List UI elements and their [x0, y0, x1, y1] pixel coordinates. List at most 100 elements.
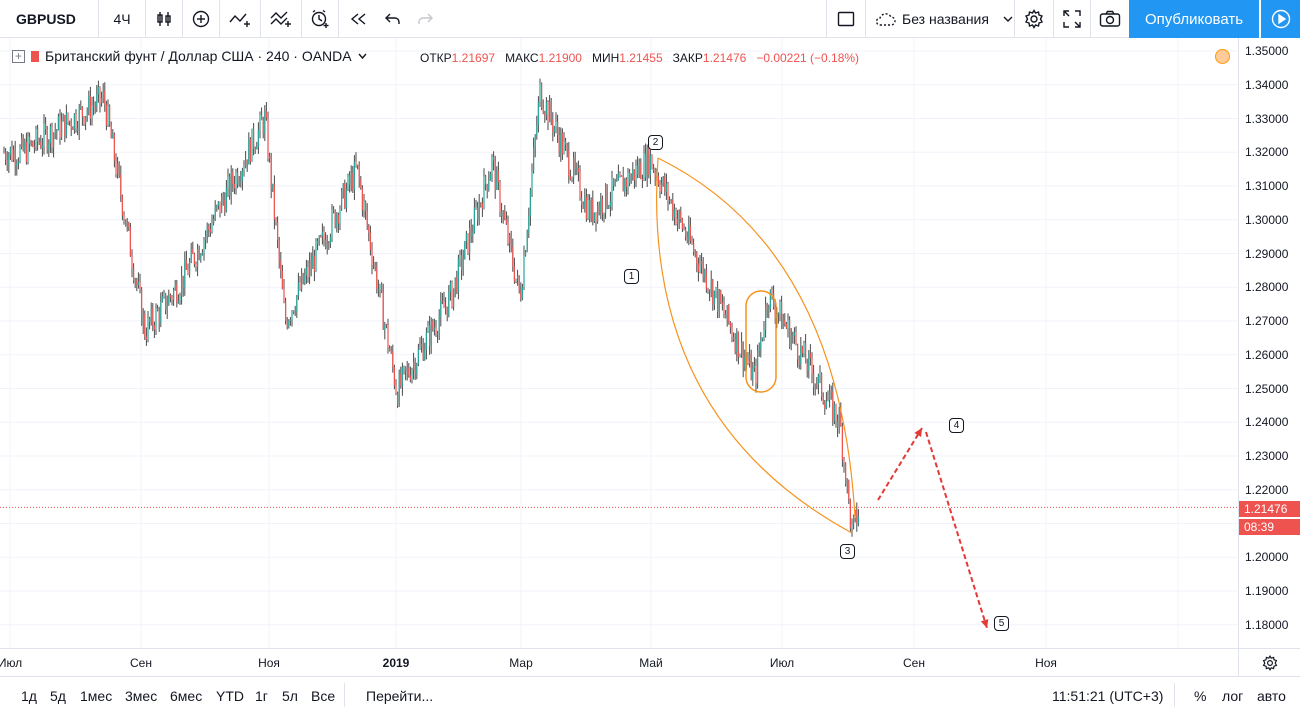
indicators-icon[interactable] — [261, 0, 301, 38]
candle-body — [744, 357, 746, 368]
alert-indicator-icon[interactable] — [1215, 49, 1230, 64]
redo-icon[interactable] — [409, 0, 441, 38]
candle-body — [157, 308, 159, 311]
undo-icon[interactable] — [377, 0, 409, 38]
candle-body — [702, 260, 704, 278]
candle-body — [686, 237, 688, 240]
compare-icon[interactable] — [220, 0, 260, 38]
gear-icon[interactable] — [1015, 0, 1053, 38]
candle-body — [571, 177, 573, 180]
candle-body — [299, 282, 301, 290]
candle-body — [147, 318, 149, 340]
candle-body — [725, 313, 727, 319]
wave-label-5[interactable]: 5 — [994, 616, 1009, 631]
candle-body — [339, 209, 341, 224]
candle-body — [133, 268, 135, 281]
candle-body — [598, 205, 600, 213]
publish-button[interactable]: Опубликовать — [1129, 0, 1259, 38]
candle-body — [848, 480, 850, 500]
candle-body — [739, 354, 741, 357]
candle-body — [757, 350, 759, 384]
candle-body — [726, 305, 728, 319]
candle-body — [374, 264, 376, 267]
candle-body — [467, 233, 469, 254]
chart-pane[interactable]: + Британский фунт / Доллар США · 240 · O… — [0, 38, 1238, 648]
candle-body — [493, 156, 495, 161]
play-icon[interactable] — [1260, 0, 1300, 38]
candle-body — [691, 240, 693, 244]
range-ytd[interactable]: YTD — [216, 688, 244, 704]
range-1y[interactable]: 1г — [255, 688, 268, 704]
range-5d[interactable]: 5д — [50, 688, 66, 704]
range-3m[interactable]: 3мес — [125, 688, 158, 704]
candle-body — [315, 240, 317, 272]
candle-body — [280, 260, 282, 271]
candle-body — [379, 284, 381, 290]
alert-icon[interactable] — [302, 0, 338, 38]
candle-body — [253, 128, 255, 150]
chevron-down-icon[interactable] — [358, 53, 367, 60]
range-5y[interactable]: 5л — [282, 688, 298, 704]
goto-date-button[interactable]: Перейти... — [366, 688, 434, 704]
chevron-down-icon — [1003, 16, 1013, 22]
candle-body — [605, 184, 607, 214]
percent-toggle[interactable]: % — [1194, 688, 1207, 704]
price-tick-label: 1.34000 — [1245, 77, 1289, 92]
candle-body — [429, 325, 431, 346]
candle-body — [430, 321, 432, 346]
candle-body — [235, 172, 237, 189]
replay-icon[interactable] — [339, 0, 377, 38]
candle-body — [117, 163, 119, 175]
symbol-search-button[interactable]: GBPUSD — [16, 11, 76, 27]
candle-body — [613, 178, 615, 186]
candle-body — [616, 180, 618, 182]
range-6m[interactable]: 6мес — [170, 688, 203, 704]
layout-menu-button[interactable]: Без названия — [866, 0, 1014, 38]
wave-label-3[interactable]: 3 — [840, 544, 855, 559]
price-axis[interactable]: 1.35000 1.34000 1.33000 1.32000 1.31000 1.300… — [1238, 38, 1300, 648]
candle-body — [481, 203, 483, 209]
add-indicator-icon[interactable] — [183, 0, 219, 38]
candle-body — [75, 113, 77, 129]
axis-settings-gear-icon[interactable] — [1238, 648, 1300, 676]
candle-body — [523, 255, 525, 288]
legend-title[interactable]: Британский фунт / Доллар США · 240 · OAN… — [45, 48, 352, 64]
range-all[interactable]: Все — [311, 688, 336, 704]
expand-icon[interactable] — [1054, 0, 1090, 38]
range-1d[interactable]: 1д — [21, 688, 37, 704]
log-toggle[interactable]: лог — [1222, 688, 1244, 704]
range-1m[interactable]: 1мес — [80, 688, 113, 704]
candle-body — [302, 273, 304, 284]
candle-body — [424, 349, 426, 360]
price-chart[interactable] — [0, 38, 1238, 648]
wave-label-1[interactable]: 1 — [624, 269, 639, 284]
candles-icon[interactable] — [146, 0, 182, 38]
candle-body — [453, 288, 455, 308]
time-label: Июл — [0, 656, 23, 670]
wave-label-2[interactable]: 2 — [648, 135, 663, 150]
time-axis[interactable]: Июл Сен Ноя 2019 Мар Май Июл Сен Ноя — [0, 648, 1238, 676]
candle-body — [65, 112, 67, 137]
interval-button[interactable]: 4Ч — [113, 11, 131, 27]
collapse-legend-icon[interactable]: + — [12, 49, 25, 63]
candle-body — [531, 171, 533, 190]
price-tick-label: 1.35000 — [1245, 44, 1289, 58]
candle-body — [70, 121, 72, 129]
time-label: Ноя — [1035, 656, 1057, 670]
candle-body — [329, 236, 331, 244]
candle-body — [11, 147, 13, 161]
candle-body — [358, 164, 360, 179]
camera-icon[interactable] — [1091, 0, 1129, 38]
clock-timezone[interactable]: 11:51:21 (UTC+3) — [1052, 688, 1164, 704]
candle-body — [134, 280, 136, 282]
wave-label-4[interactable]: 4 — [949, 418, 964, 433]
candle-body — [518, 275, 520, 291]
auto-toggle[interactable]: авто — [1257, 688, 1286, 704]
candle-body — [779, 301, 781, 314]
candle-body — [398, 373, 400, 406]
fullscreen-square-icon[interactable] — [827, 0, 865, 38]
candle-body — [547, 102, 549, 123]
candle-body — [297, 282, 299, 296]
candle-body — [470, 227, 472, 236]
candle-body — [576, 168, 578, 170]
